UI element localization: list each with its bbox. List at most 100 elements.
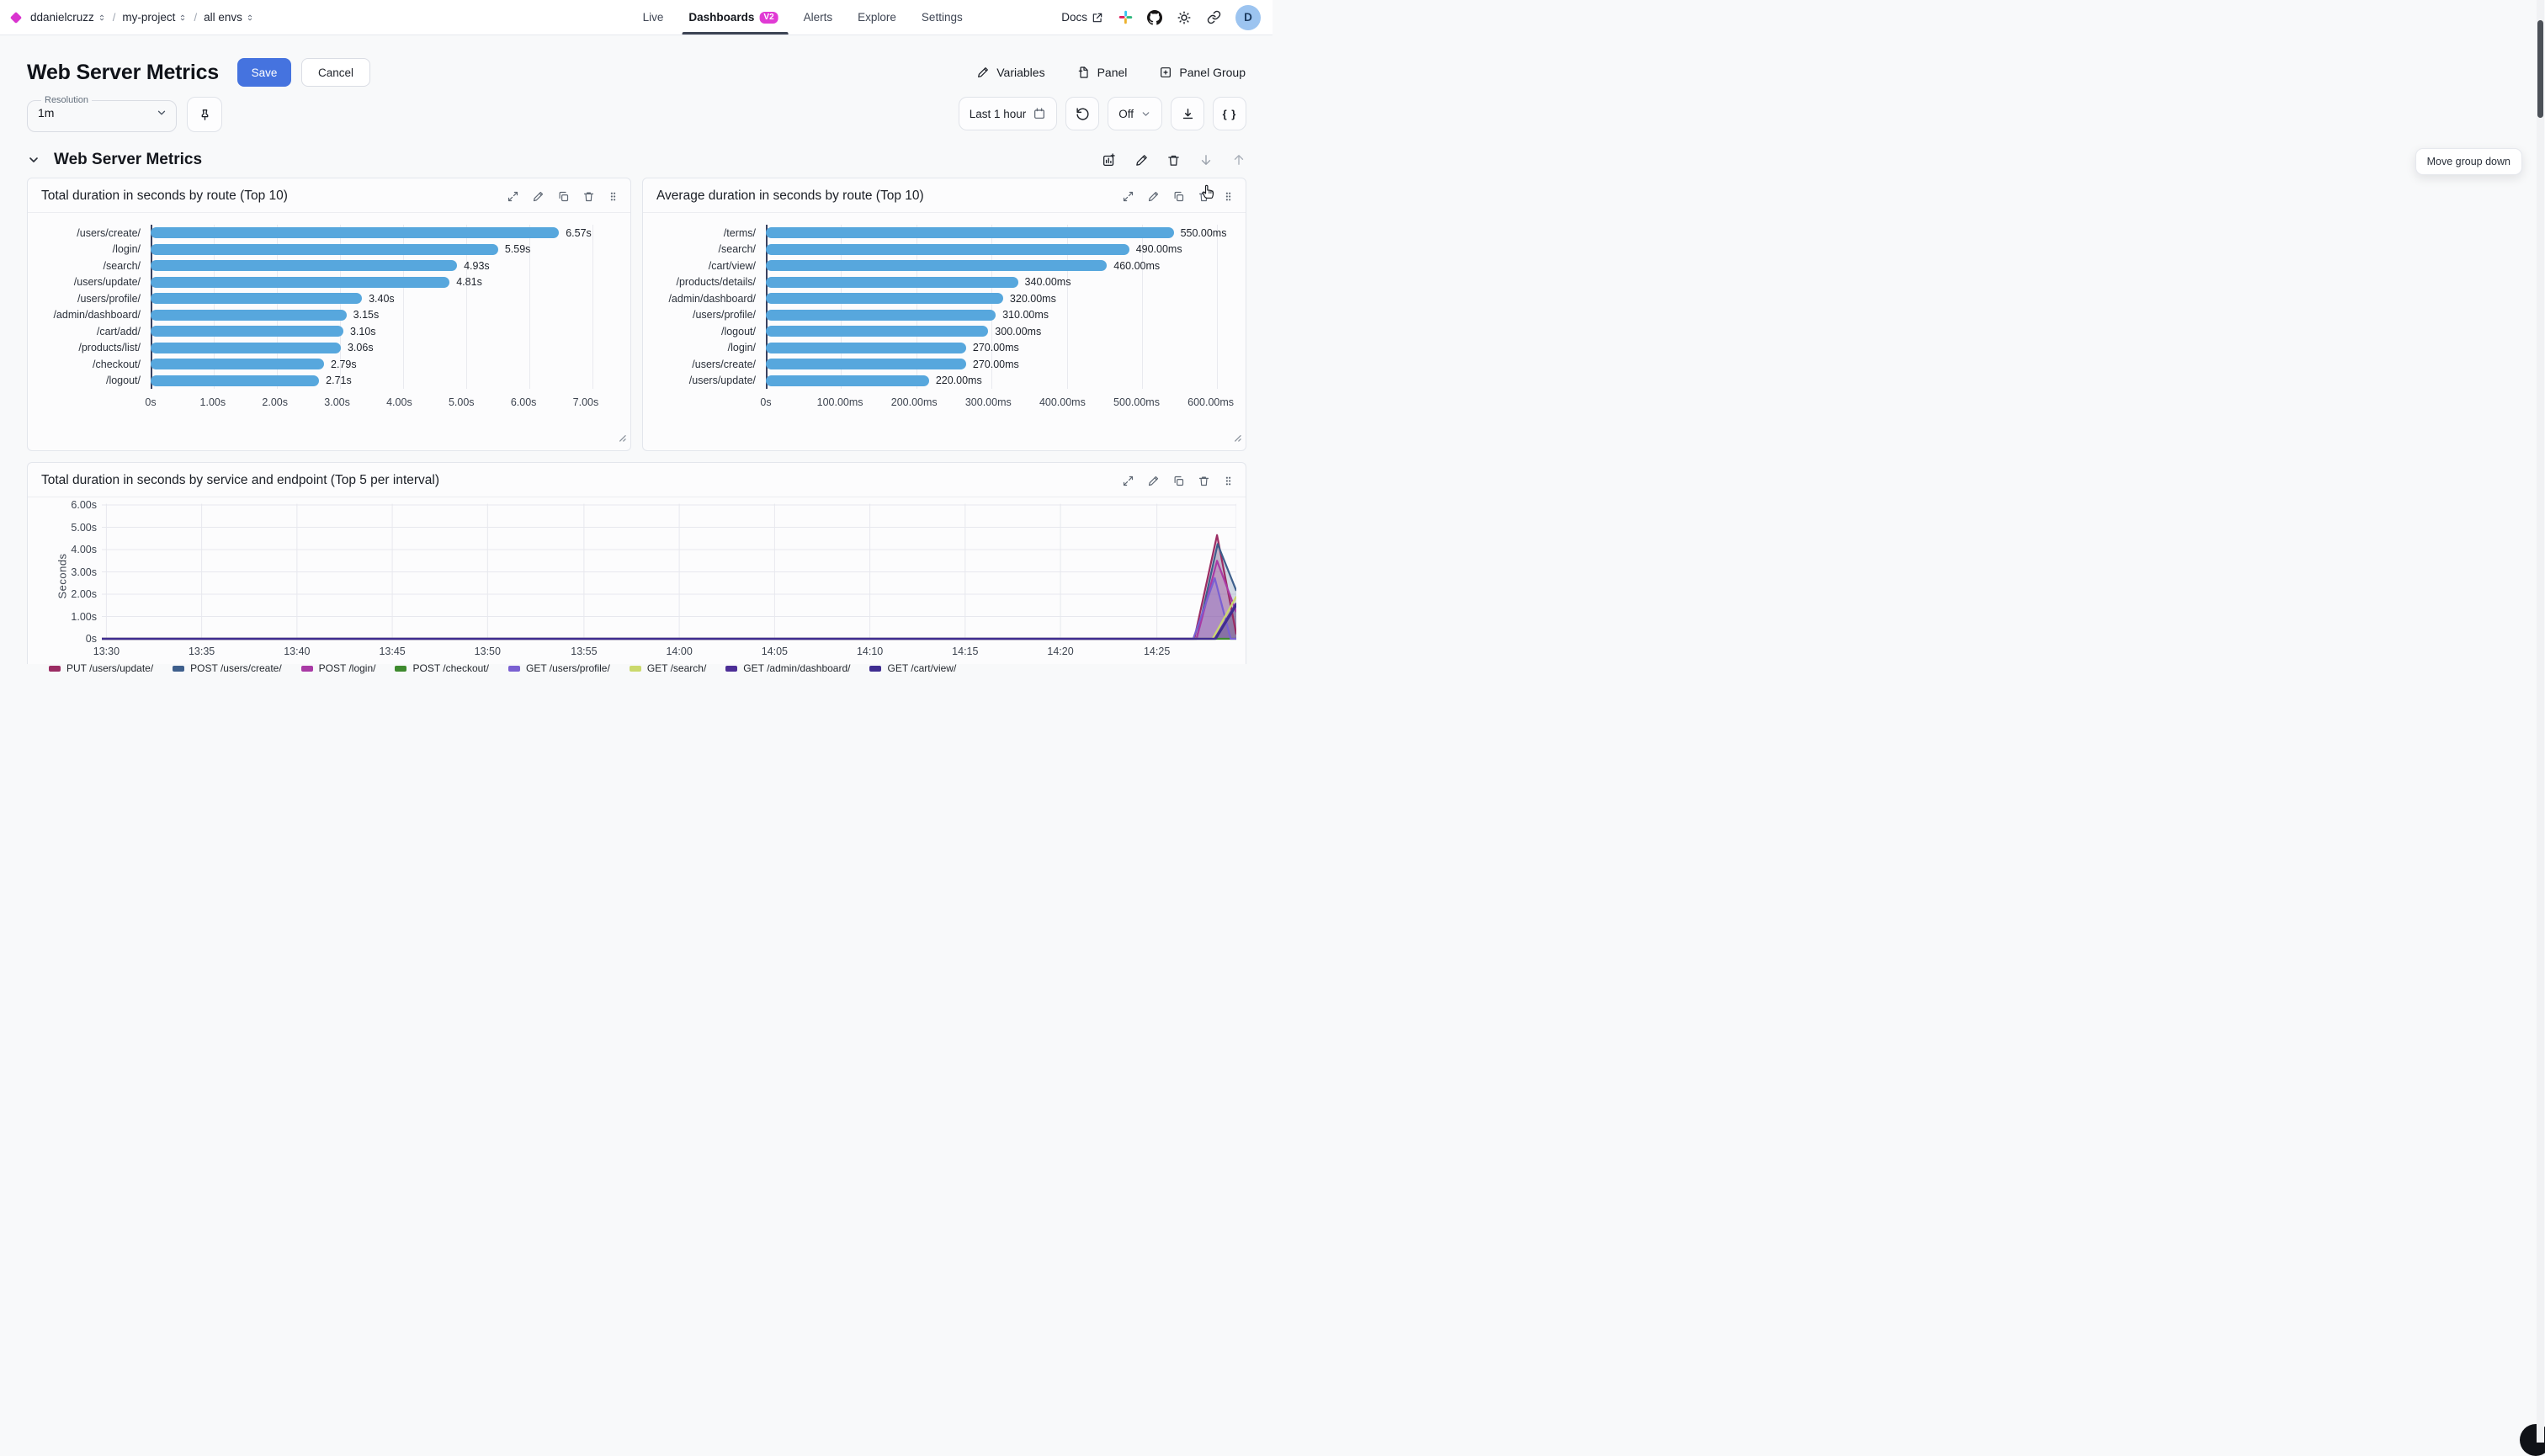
expand-panel-icon[interactable] bbox=[1122, 475, 1134, 487]
docs-link[interactable]: Docs bbox=[1061, 11, 1103, 24]
expand-panel-icon[interactable] bbox=[1122, 190, 1134, 203]
slack-icon[interactable] bbox=[1118, 10, 1133, 25]
bar bbox=[151, 310, 347, 321]
edit-panel-icon[interactable] bbox=[1147, 475, 1160, 487]
panel-header: Total duration in seconds by service and… bbox=[28, 463, 1246, 497]
duplicate-panel-icon[interactable] bbox=[557, 190, 570, 203]
legend-item[interactable]: GET /admin/dashboard/ bbox=[725, 662, 850, 674]
bar-track: 340.00ms bbox=[766, 277, 1227, 288]
move-group-down-icon[interactable] bbox=[1198, 152, 1214, 167]
bar-row: /users/update/220.00ms bbox=[648, 373, 1234, 390]
tab-alerts[interactable]: Alerts bbox=[804, 0, 833, 35]
breadcrumb-env[interactable]: all envs bbox=[204, 11, 254, 24]
delete-group-icon[interactable] bbox=[1166, 153, 1181, 167]
drag-handle-icon[interactable] bbox=[608, 190, 619, 203]
resolution-select[interactable]: Resolution 1m bbox=[27, 95, 177, 132]
expand-panel-icon[interactable] bbox=[507, 190, 519, 203]
bar-chart: /users/create/6.57s/login/5.59s/search/4… bbox=[28, 213, 630, 414]
bar bbox=[766, 310, 996, 321]
tab-settings[interactable]: Settings bbox=[922, 0, 963, 35]
share-link-icon[interactable] bbox=[1206, 10, 1221, 25]
bar-value-label: 490.00ms bbox=[1136, 243, 1182, 255]
bar-row: /checkout/2.79s bbox=[33, 356, 619, 373]
drag-handle-icon[interactable] bbox=[1223, 190, 1234, 203]
bar bbox=[766, 343, 966, 353]
duplicate-panel-icon[interactable] bbox=[1172, 475, 1185, 487]
series-line bbox=[102, 561, 1236, 639]
download-dashboard-button[interactable] bbox=[1171, 97, 1204, 130]
v2-badge: V2 bbox=[759, 12, 778, 24]
legend-item[interactable]: POST /users/create/ bbox=[173, 662, 282, 674]
bar bbox=[151, 326, 343, 337]
panels-row: Total duration in seconds by route (Top … bbox=[0, 178, 1272, 451]
user-avatar[interactable]: D bbox=[1235, 5, 1261, 30]
tab-live[interactable]: Live bbox=[643, 0, 664, 35]
series-line bbox=[102, 578, 1236, 639]
legend-item[interactable]: GET /cart/view/ bbox=[869, 662, 956, 674]
resize-handle[interactable] bbox=[1232, 431, 1241, 446]
bar-track: 3.40s bbox=[151, 293, 612, 304]
edit-group-icon[interactable] bbox=[1134, 153, 1149, 167]
json-view-button[interactable]: { } bbox=[1213, 97, 1246, 130]
legend-label: GET /cart/view/ bbox=[887, 662, 956, 674]
delete-panel-icon[interactable] bbox=[582, 190, 595, 203]
cancel-button[interactable]: Cancel bbox=[301, 58, 370, 87]
chevron-down-icon bbox=[156, 107, 167, 119]
legend-item[interactable]: POST /checkout/ bbox=[395, 662, 489, 674]
legend-swatch bbox=[395, 666, 406, 672]
legend-item[interactable]: PUT /users/update/ bbox=[49, 662, 153, 674]
variables-button[interactable]: Variables bbox=[976, 66, 1044, 79]
delete-panel-icon[interactable] bbox=[1198, 475, 1210, 487]
x-tick-label: 400.00ms bbox=[1039, 396, 1086, 408]
x-tick-label: 13:30 bbox=[93, 646, 120, 657]
breadcrumb-workspace[interactable]: ddanielcruzz bbox=[30, 11, 106, 24]
time-range-picker[interactable]: Last 1 hour bbox=[959, 97, 1058, 130]
legend-item[interactable]: GET /search/ bbox=[630, 662, 706, 674]
add-panel-to-group-icon[interactable] bbox=[1102, 152, 1117, 167]
bar-track: 5.59s bbox=[151, 244, 612, 255]
legend-swatch bbox=[508, 666, 520, 672]
resize-handle[interactable] bbox=[617, 431, 626, 446]
bar-category-label: /users/profile/ bbox=[648, 309, 766, 321]
page-scrollbar[interactable] bbox=[2537, 0, 2544, 1443]
x-tick-label: 2.00s bbox=[262, 396, 288, 408]
refresh-button[interactable] bbox=[1065, 97, 1099, 130]
theme-toggle-sun-icon[interactable] bbox=[1177, 10, 1192, 25]
collapse-group-chevron-icon[interactable] bbox=[27, 153, 40, 167]
panel-average-duration-by-route: Average duration in seconds by route (To… bbox=[642, 178, 1246, 451]
bar-category-label: /logout/ bbox=[648, 326, 766, 337]
autorefresh-select[interactable]: Off bbox=[1108, 97, 1162, 130]
legend-item[interactable]: POST /login/ bbox=[301, 662, 376, 674]
bar-category-label: /search/ bbox=[33, 260, 151, 272]
github-icon[interactable] bbox=[1147, 10, 1162, 25]
drag-handle-icon[interactable] bbox=[1223, 475, 1234, 487]
scrollbar-thumb[interactable] bbox=[2537, 20, 2543, 118]
bar-row: /products/list/3.06s bbox=[33, 340, 619, 357]
pin-resolution-button[interactable] bbox=[187, 97, 222, 132]
edit-panel-icon[interactable] bbox=[1147, 190, 1160, 203]
tab-dashboards[interactable]: Dashboards V2 bbox=[688, 0, 778, 35]
delete-panel-icon[interactable] bbox=[1198, 190, 1210, 203]
bar-track: 460.00ms bbox=[766, 260, 1227, 271]
bar-category-label: /users/update/ bbox=[648, 375, 766, 386]
bar-track: 310.00ms bbox=[766, 310, 1227, 321]
page-header: Web Server Metrics Save Cancel Variables… bbox=[0, 35, 1272, 92]
x-tick-label: 14:15 bbox=[952, 646, 978, 657]
bar-row: /users/profile/3.40s bbox=[33, 290, 619, 307]
series-area bbox=[102, 603, 1236, 639]
series-area bbox=[102, 578, 1236, 639]
x-tick-label: 13:55 bbox=[571, 646, 597, 657]
bar-track: 3.15s bbox=[151, 310, 612, 321]
legend-item[interactable]: GET /users/profile/ bbox=[508, 662, 610, 674]
save-button[interactable]: Save bbox=[237, 58, 291, 87]
bar-category-label: /users/create/ bbox=[648, 359, 766, 370]
bar bbox=[151, 359, 324, 369]
add-panel-button[interactable]: Panel bbox=[1077, 66, 1128, 79]
move-group-up-icon[interactable] bbox=[1231, 152, 1246, 167]
edit-panel-icon[interactable] bbox=[532, 190, 545, 203]
breadcrumb-project[interactable]: my-project bbox=[122, 11, 187, 24]
bar bbox=[766, 375, 929, 386]
duplicate-panel-icon[interactable] bbox=[1172, 190, 1185, 203]
tab-explore[interactable]: Explore bbox=[858, 0, 896, 35]
add-panel-group-button[interactable]: Panel Group bbox=[1159, 66, 1246, 79]
